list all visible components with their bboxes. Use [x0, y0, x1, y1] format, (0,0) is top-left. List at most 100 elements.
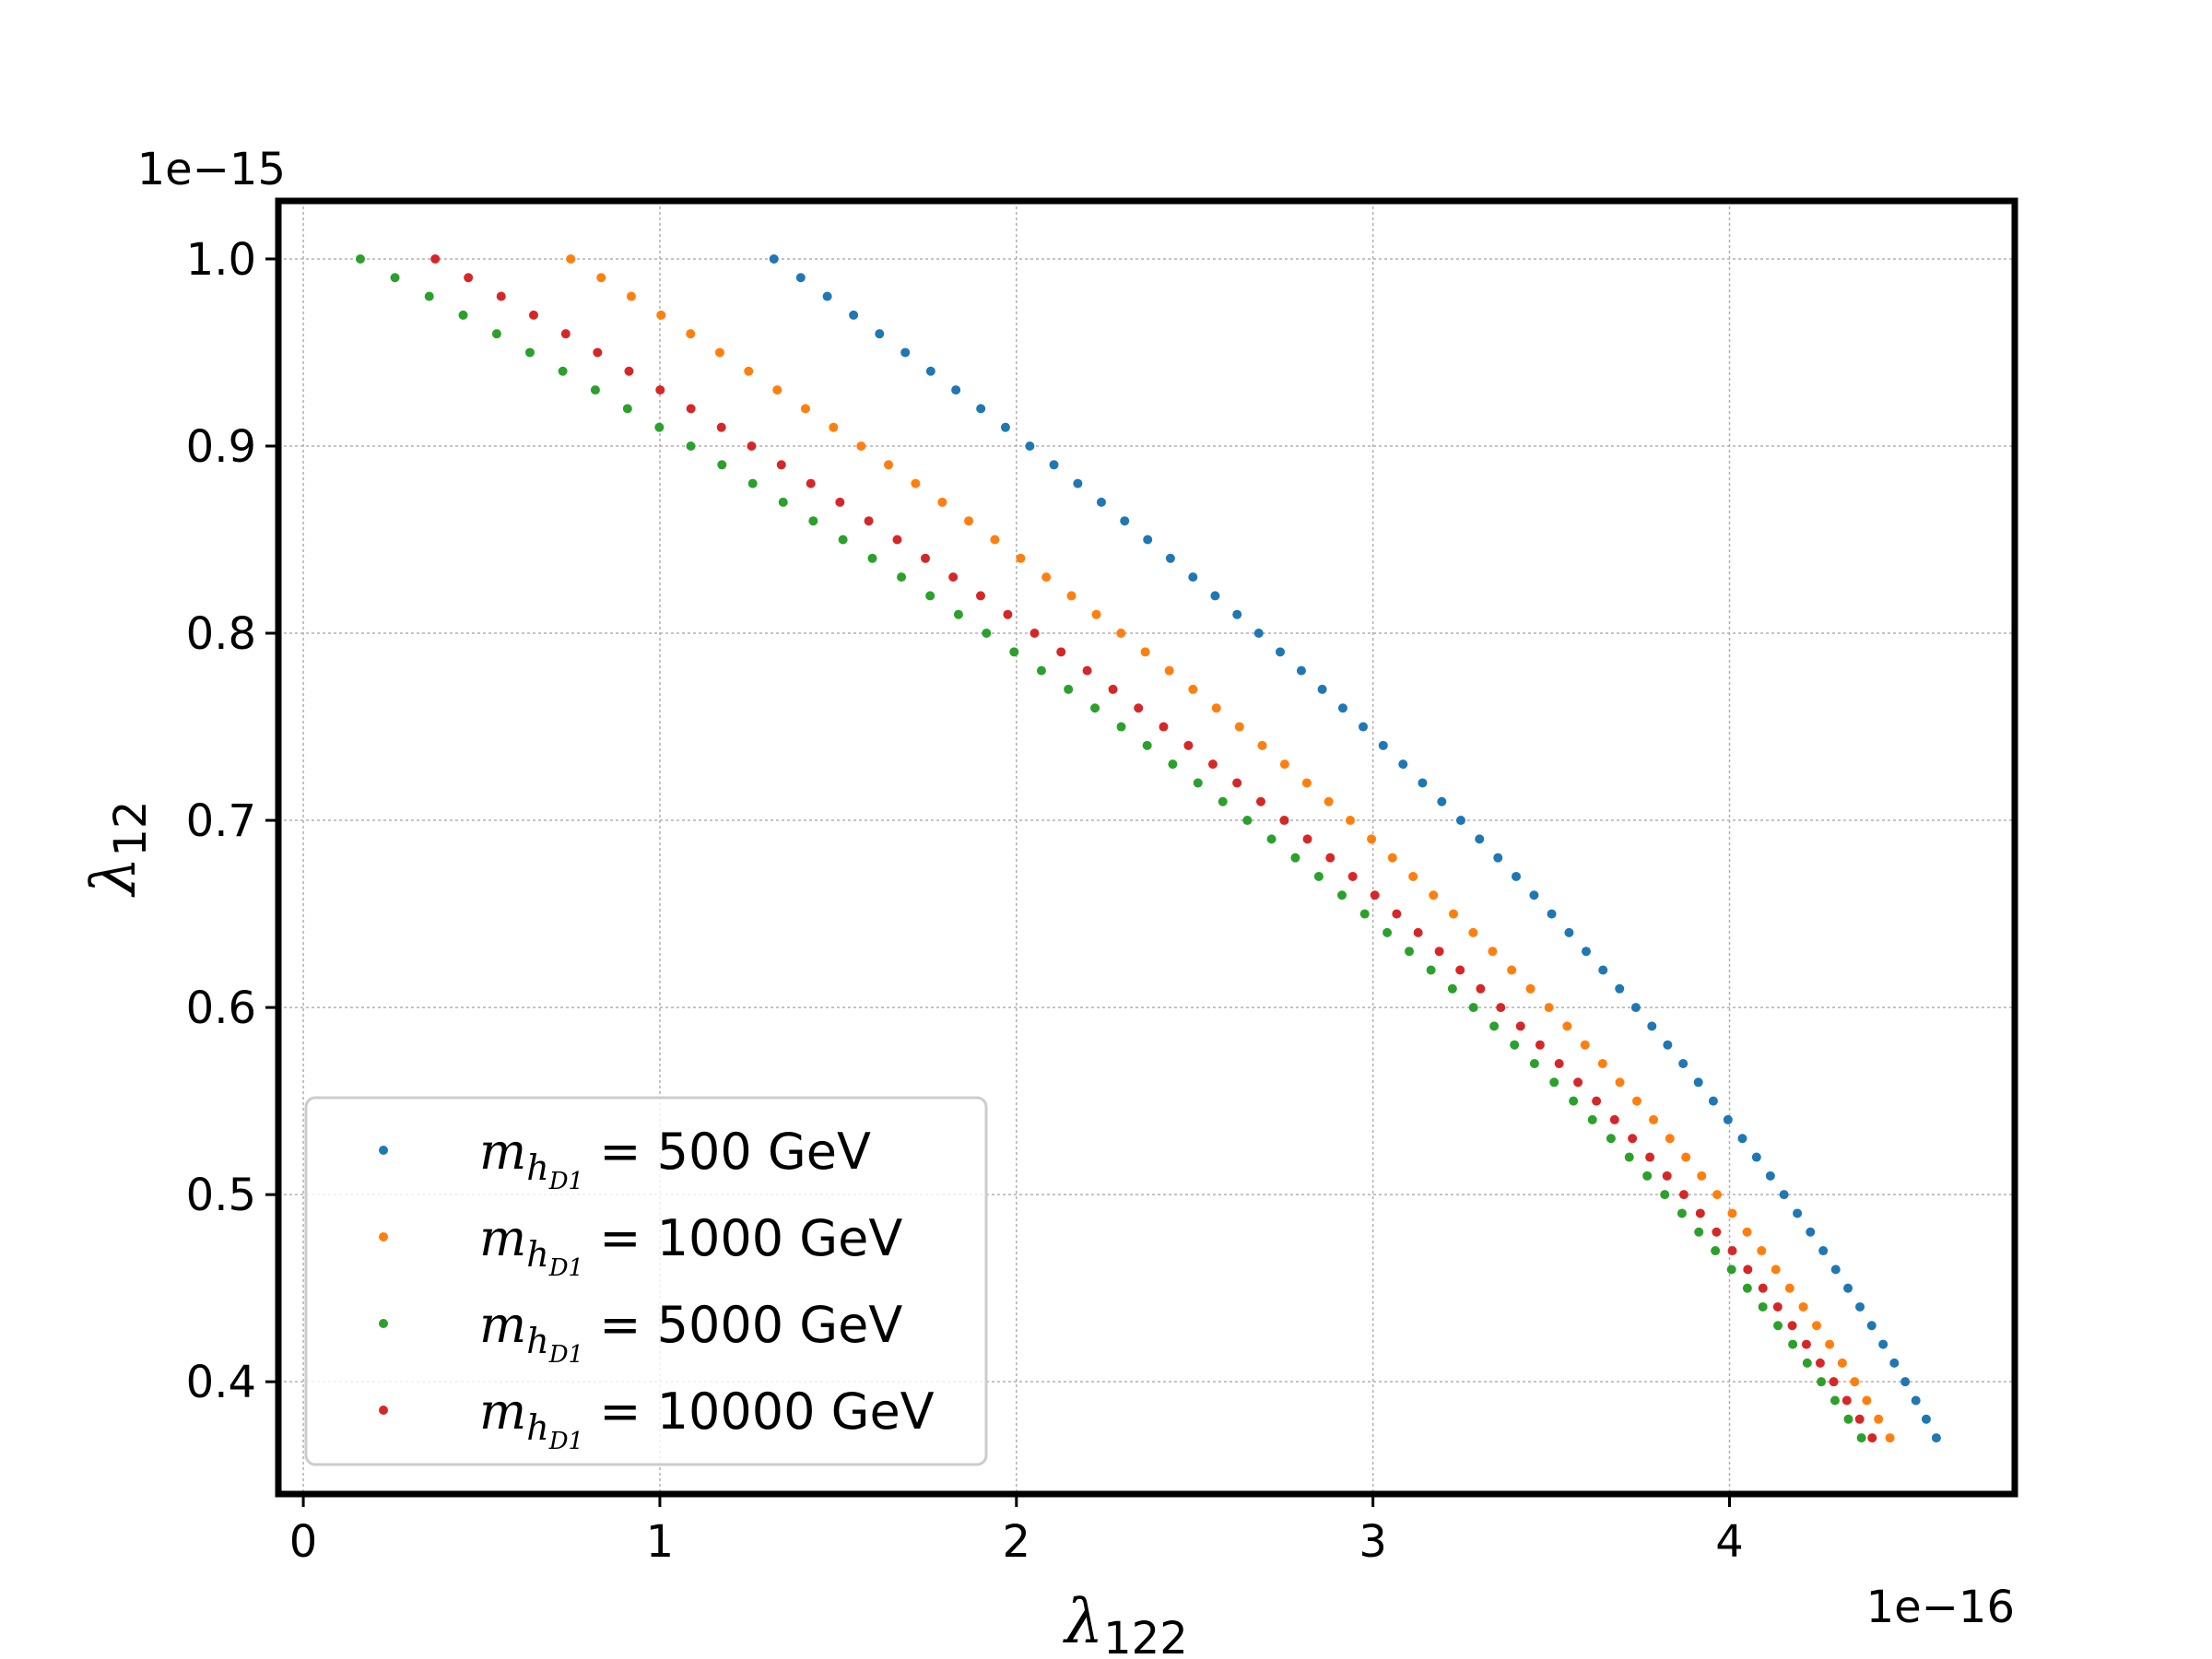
data-point [593, 347, 603, 358]
data-point [1515, 1021, 1525, 1031]
data-point [524, 347, 535, 358]
data-point [1866, 1321, 1877, 1331]
data-point [496, 291, 506, 301]
y-tick-label: 0.8 [186, 608, 256, 660]
data-point [491, 329, 501, 339]
y-axis-label-subscript: 12 [105, 801, 157, 857]
data-point [769, 253, 779, 264]
data-point [900, 347, 911, 358]
data-point [1784, 1283, 1794, 1293]
data-point [1855, 1301, 1865, 1312]
data-point [1488, 947, 1498, 957]
data-point [717, 460, 727, 470]
data-point [655, 385, 665, 395]
data-point [1468, 1003, 1478, 1013]
data-point [596, 273, 606, 283]
data-point [1678, 1059, 1688, 1069]
series-1 [769, 253, 1941, 1443]
data-point [772, 385, 782, 395]
data-point [1512, 871, 1521, 881]
data-point [1711, 1246, 1721, 1256]
data-point [1455, 965, 1465, 975]
data-point [838, 535, 848, 545]
y-tick-label: 0.5 [186, 1170, 256, 1221]
data-point [1751, 1152, 1761, 1162]
data-point [1347, 871, 1358, 881]
data-point [1743, 1265, 1753, 1275]
data-point [1874, 1414, 1884, 1424]
x-axis-label: λ122 [1062, 1586, 1187, 1659]
y-axis-label: λ12 [78, 801, 157, 899]
data-point [1598, 965, 1608, 975]
data-point [1878, 1339, 1888, 1349]
data-point [1867, 1433, 1877, 1443]
data-point [835, 497, 845, 507]
data-point [1663, 1040, 1673, 1050]
data-point [1030, 629, 1040, 639]
data-point [1801, 1339, 1811, 1349]
data-point [867, 553, 877, 563]
data-point [430, 253, 441, 264]
data-point [1426, 965, 1436, 975]
data-point [1489, 1021, 1500, 1031]
data-point [744, 366, 754, 376]
data-point [1529, 1059, 1539, 1069]
data-point [1793, 1208, 1803, 1218]
data-point [808, 516, 818, 526]
data-point [1346, 816, 1356, 826]
x-offset-text: 1e−16 [1866, 1582, 2015, 1633]
data-point [1317, 684, 1327, 694]
data-point [1708, 1096, 1718, 1106]
data-point [624, 366, 634, 376]
data-point [976, 404, 986, 414]
data-point [925, 591, 935, 601]
data-point [975, 591, 985, 601]
plot-frame [275, 197, 2018, 1498]
data-point [686, 329, 696, 339]
data-point [1529, 890, 1539, 900]
data-point [1066, 591, 1077, 601]
data-point [800, 404, 810, 414]
data-point [1798, 1301, 1808, 1312]
data-point [1677, 1208, 1687, 1218]
data-point [1009, 647, 1019, 657]
legend-marker [379, 1406, 388, 1415]
data-point [1829, 1377, 1839, 1387]
data-point [1016, 553, 1026, 563]
data-point [1301, 778, 1312, 788]
data-point [1116, 629, 1126, 639]
data-point [1253, 629, 1264, 639]
x-tick-label: 0 [289, 1516, 318, 1568]
data-point [1279, 759, 1289, 770]
data-points [355, 253, 1941, 1443]
data-point [1694, 1227, 1704, 1237]
data-point [1779, 1190, 1789, 1200]
data-point [1183, 740, 1194, 750]
data-point [622, 404, 632, 414]
data-point [1447, 983, 1457, 994]
data-point [1082, 665, 1092, 676]
data-point [1787, 1321, 1797, 1331]
data-point [1164, 665, 1174, 676]
data-point [1525, 983, 1535, 994]
data-point [566, 253, 576, 264]
data-point [1370, 890, 1380, 900]
data-point [528, 310, 538, 320]
data-point [464, 273, 474, 283]
data-point [1727, 1208, 1737, 1218]
data-point [1549, 1077, 1559, 1088]
data-point [1413, 927, 1423, 937]
data-point [1843, 1414, 1853, 1424]
data-point [1885, 1433, 1895, 1443]
data-point [1367, 834, 1377, 844]
data-point [1597, 1059, 1607, 1069]
data-point [1693, 1077, 1703, 1088]
legend-label: mhD1 = 5000 GeV [479, 1296, 902, 1369]
data-point [686, 441, 696, 451]
data-point [1188, 684, 1198, 694]
data-point [1665, 1134, 1675, 1144]
data-point [1723, 1114, 1733, 1124]
data-point [1862, 1395, 1872, 1406]
data-point [1337, 703, 1347, 713]
